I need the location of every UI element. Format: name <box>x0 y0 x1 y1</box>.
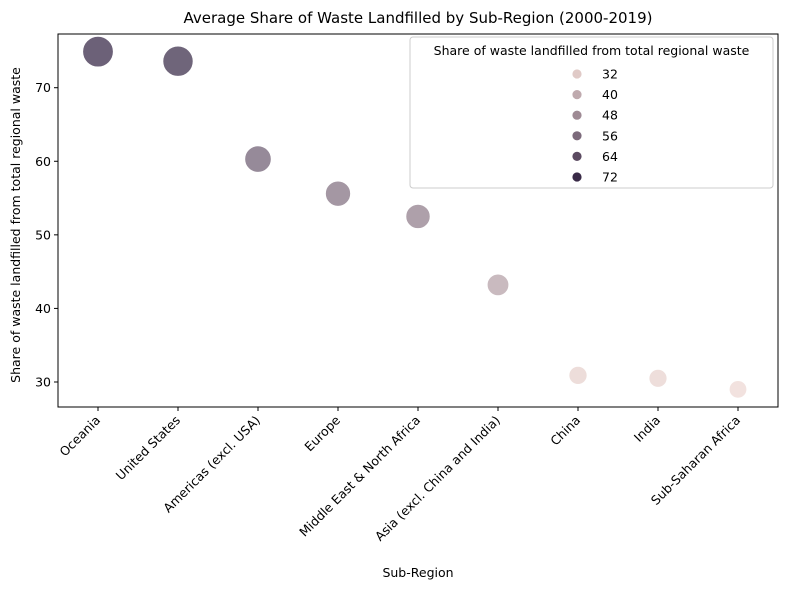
legend-marker <box>571 150 583 162</box>
legend-box <box>409 36 774 189</box>
x-tick-label: China <box>547 413 583 449</box>
y-tick-label: 30 <box>35 374 51 389</box>
data-point <box>243 145 273 174</box>
y-tick-label: 70 <box>35 80 51 95</box>
data-point <box>162 45 194 78</box>
data-point <box>81 35 115 68</box>
x-tick-label: India <box>631 413 663 445</box>
legend-entry-label: 40 <box>602 87 618 102</box>
x-axis-label: Sub-Region <box>382 565 453 580</box>
legend-entry-label: 48 <box>602 108 618 123</box>
x-tick-label: Sub-Saharan Africa <box>648 413 743 508</box>
legend-marker <box>571 68 583 80</box>
data-point <box>486 273 510 297</box>
y-axis-label: Share of waste landfilled from total reg… <box>8 67 23 383</box>
x-tick-label: Oceania <box>56 413 103 460</box>
data-point <box>405 203 431 230</box>
x-tick-label: United States <box>113 413 183 483</box>
y-tick-label: 50 <box>35 227 51 242</box>
x-tick-label: Europe <box>301 412 343 454</box>
legend-entry-label: 56 <box>602 128 618 143</box>
legend-title: Share of waste landfilled from total reg… <box>434 43 750 58</box>
legend-marker <box>571 171 583 183</box>
chart-title: Average Share of Waste Landfilled by Sub… <box>184 9 653 27</box>
legend-entry-label: 32 <box>602 67 618 82</box>
legend-marker <box>571 89 583 100</box>
y-tick-label: 60 <box>35 154 51 169</box>
legend-marker <box>571 109 583 121</box>
data-point <box>648 368 668 389</box>
legend-marker <box>571 130 583 142</box>
data-point <box>324 180 352 208</box>
data-point <box>568 365 588 386</box>
y-tick-label: 40 <box>35 301 51 316</box>
legend-entry-label: 64 <box>602 149 618 164</box>
legend-entry-label: 72 <box>602 170 618 185</box>
data-point <box>728 379 748 399</box>
